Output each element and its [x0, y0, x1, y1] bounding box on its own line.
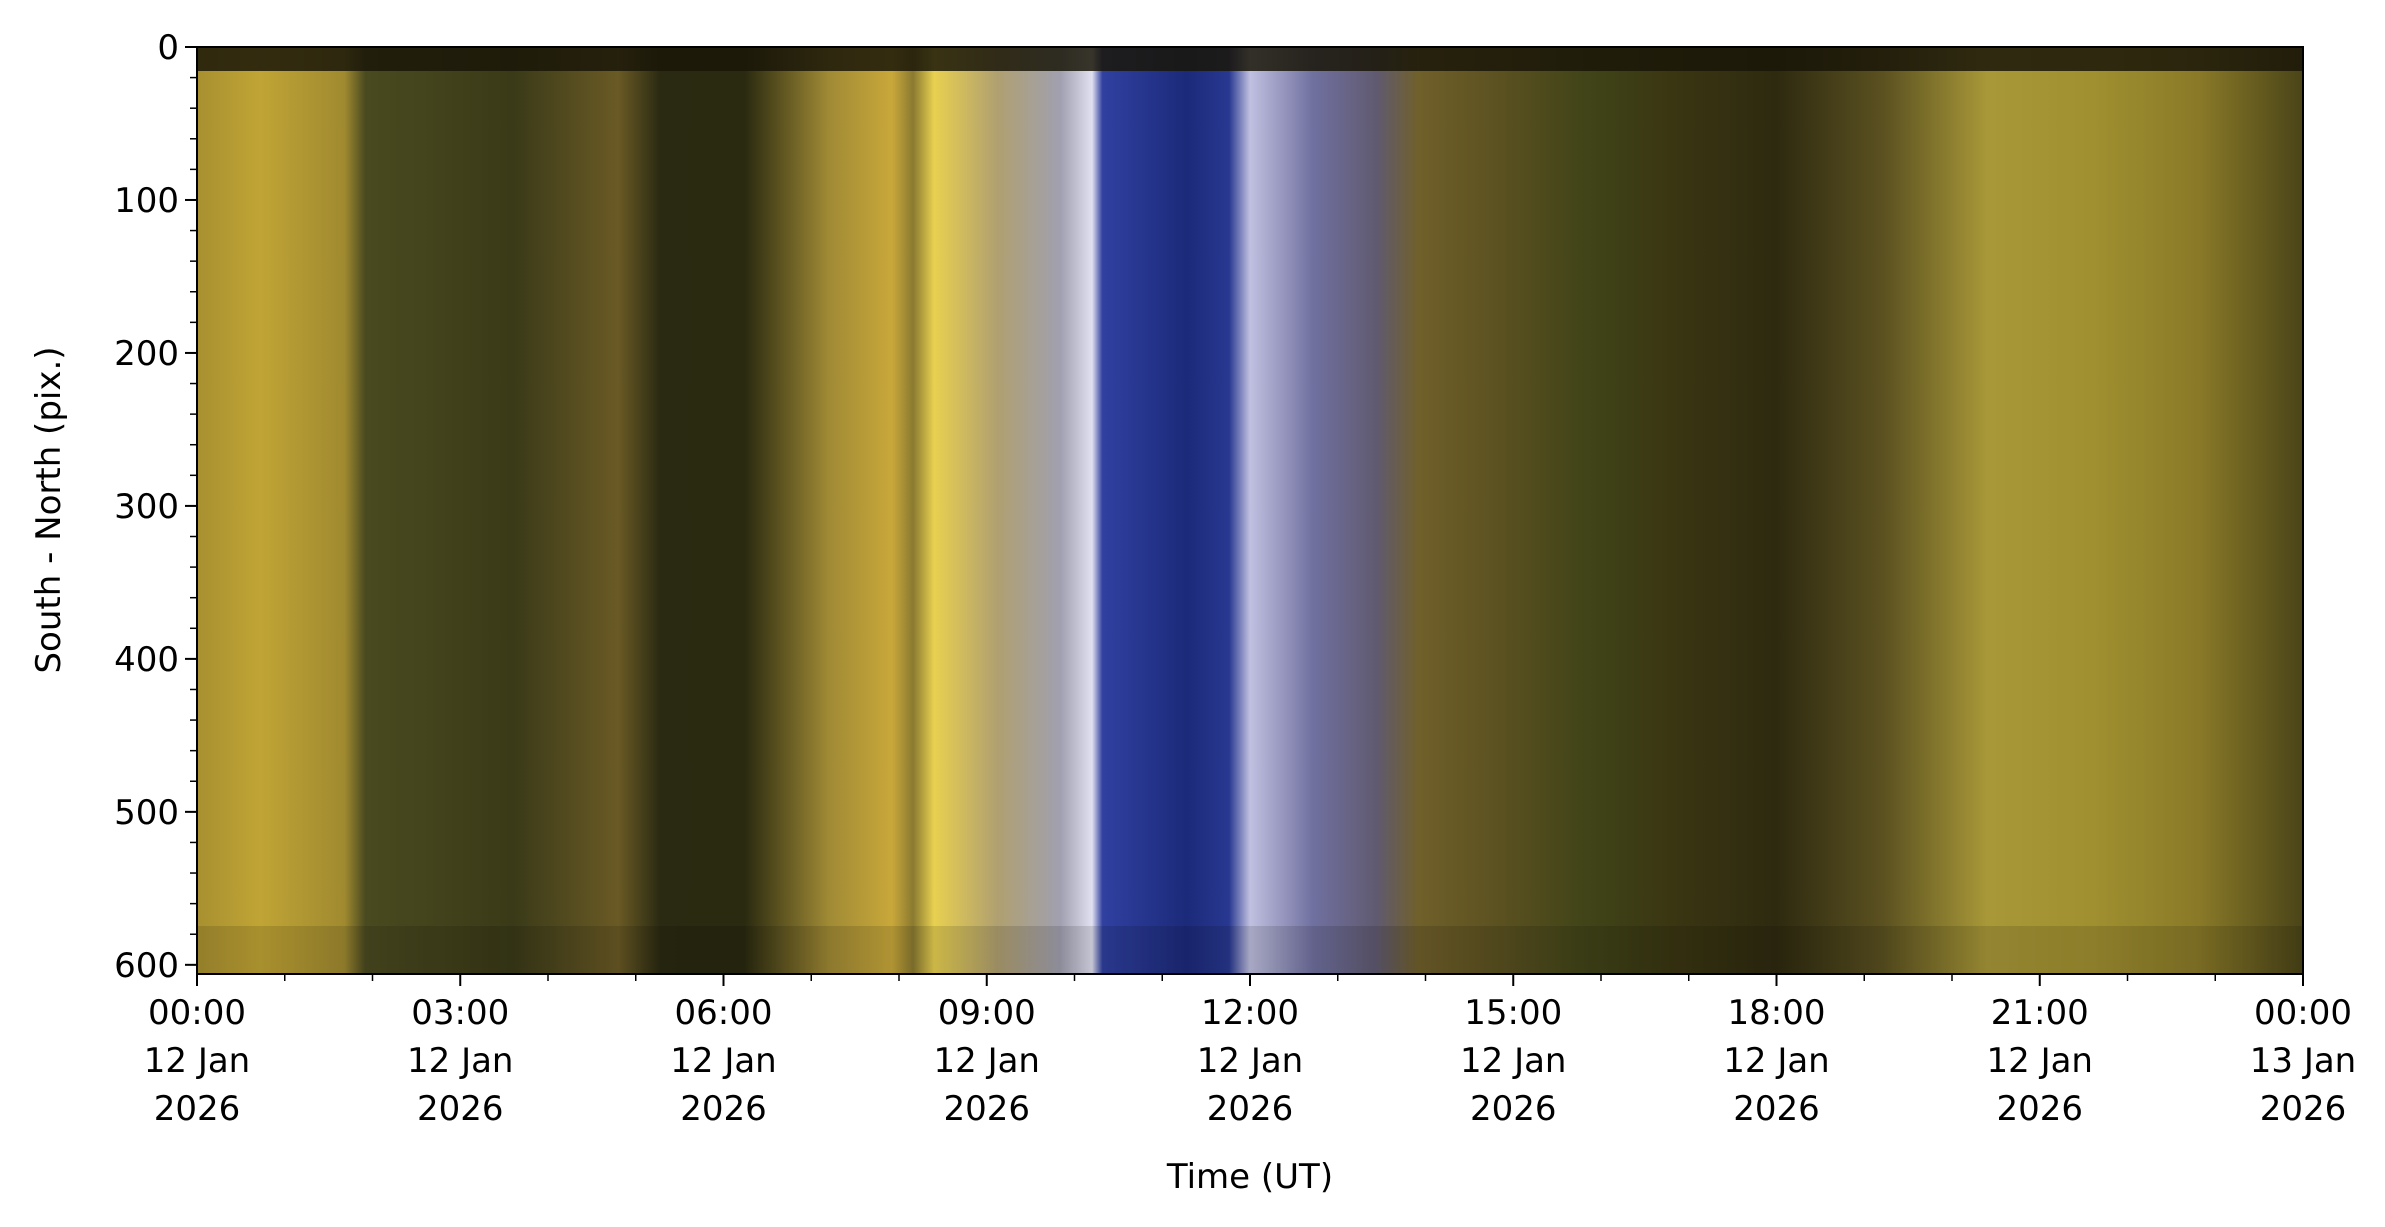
x-tick-label: 15:00 12 Jan 2026	[1460, 993, 1566, 1129]
x-tick-label: 00:00 12 Jan 2026	[144, 993, 250, 1129]
y-tick-label: 200	[114, 334, 179, 374]
keogram-image	[197, 47, 2303, 974]
x-tick-label: 06:00 12 Jan 2026	[670, 993, 776, 1129]
y-tick-label: 500	[114, 793, 179, 833]
y-tick-label: 100	[114, 181, 179, 221]
x-tick-label: 09:00 12 Jan 2026	[934, 993, 1040, 1129]
y-tick-label: 600	[114, 946, 179, 986]
x-tick-label: 21:00 12 Jan 2026	[1987, 993, 2093, 1129]
x-tick-label: 18:00 12 Jan 2026	[1723, 993, 1829, 1129]
y-axis-label: South - North (pix.)	[29, 346, 69, 673]
y-tick-label: 400	[114, 640, 179, 680]
x-tick-label: 03:00 12 Jan 2026	[407, 993, 513, 1129]
x-tick-label: 12:00 12 Jan 2026	[1197, 993, 1303, 1129]
y-tick-label: 300	[114, 487, 179, 527]
y-tick-label: 0	[157, 28, 179, 68]
keogram-bottom-band	[197, 926, 2303, 974]
x-axis-label: Time (UT)	[1166, 1157, 1333, 1197]
x-tick-label: 00:00 13 Jan 2026	[2250, 993, 2356, 1129]
keogram-top-band	[197, 47, 2303, 71]
